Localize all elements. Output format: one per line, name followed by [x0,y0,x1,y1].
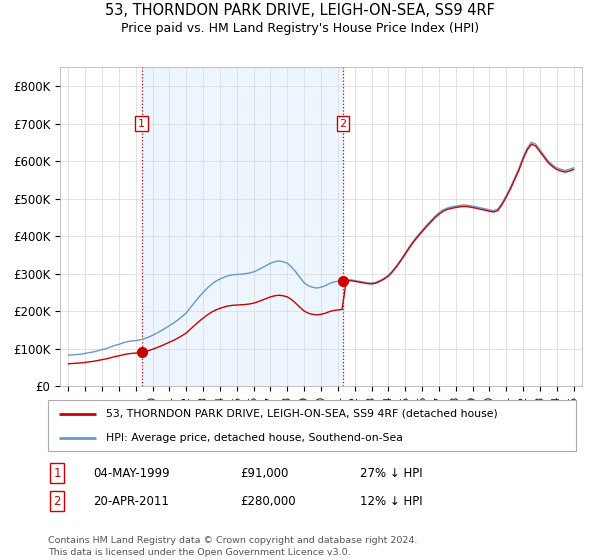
Text: 2: 2 [53,494,61,508]
Text: 27% ↓ HPI: 27% ↓ HPI [360,466,422,480]
Text: 04-MAY-1999: 04-MAY-1999 [93,466,170,480]
Text: HPI: Average price, detached house, Southend-on-Sea: HPI: Average price, detached house, Sout… [106,433,403,443]
Text: 12% ↓ HPI: 12% ↓ HPI [360,494,422,508]
Text: 53, THORNDON PARK DRIVE, LEIGH-ON-SEA, SS9 4RF (detached house): 53, THORNDON PARK DRIVE, LEIGH-ON-SEA, S… [106,408,498,418]
FancyBboxPatch shape [48,400,576,451]
Text: £91,000: £91,000 [240,466,289,480]
Text: 1: 1 [138,119,145,129]
Text: 1: 1 [53,466,61,480]
Bar [142,67,343,386]
Text: 20-APR-2011: 20-APR-2011 [93,494,169,508]
Text: 2: 2 [340,119,346,129]
Text: Price paid vs. HM Land Registry's House Price Index (HPI): Price paid vs. HM Land Registry's House … [121,22,479,35]
Text: Contains HM Land Registry data © Crown copyright and database right 2024.
This d: Contains HM Land Registry data © Crown c… [48,536,418,557]
Text: 53, THORNDON PARK DRIVE, LEIGH-ON-SEA, SS9 4RF: 53, THORNDON PARK DRIVE, LEIGH-ON-SEA, S… [105,3,495,18]
Text: £280,000: £280,000 [240,494,296,508]
